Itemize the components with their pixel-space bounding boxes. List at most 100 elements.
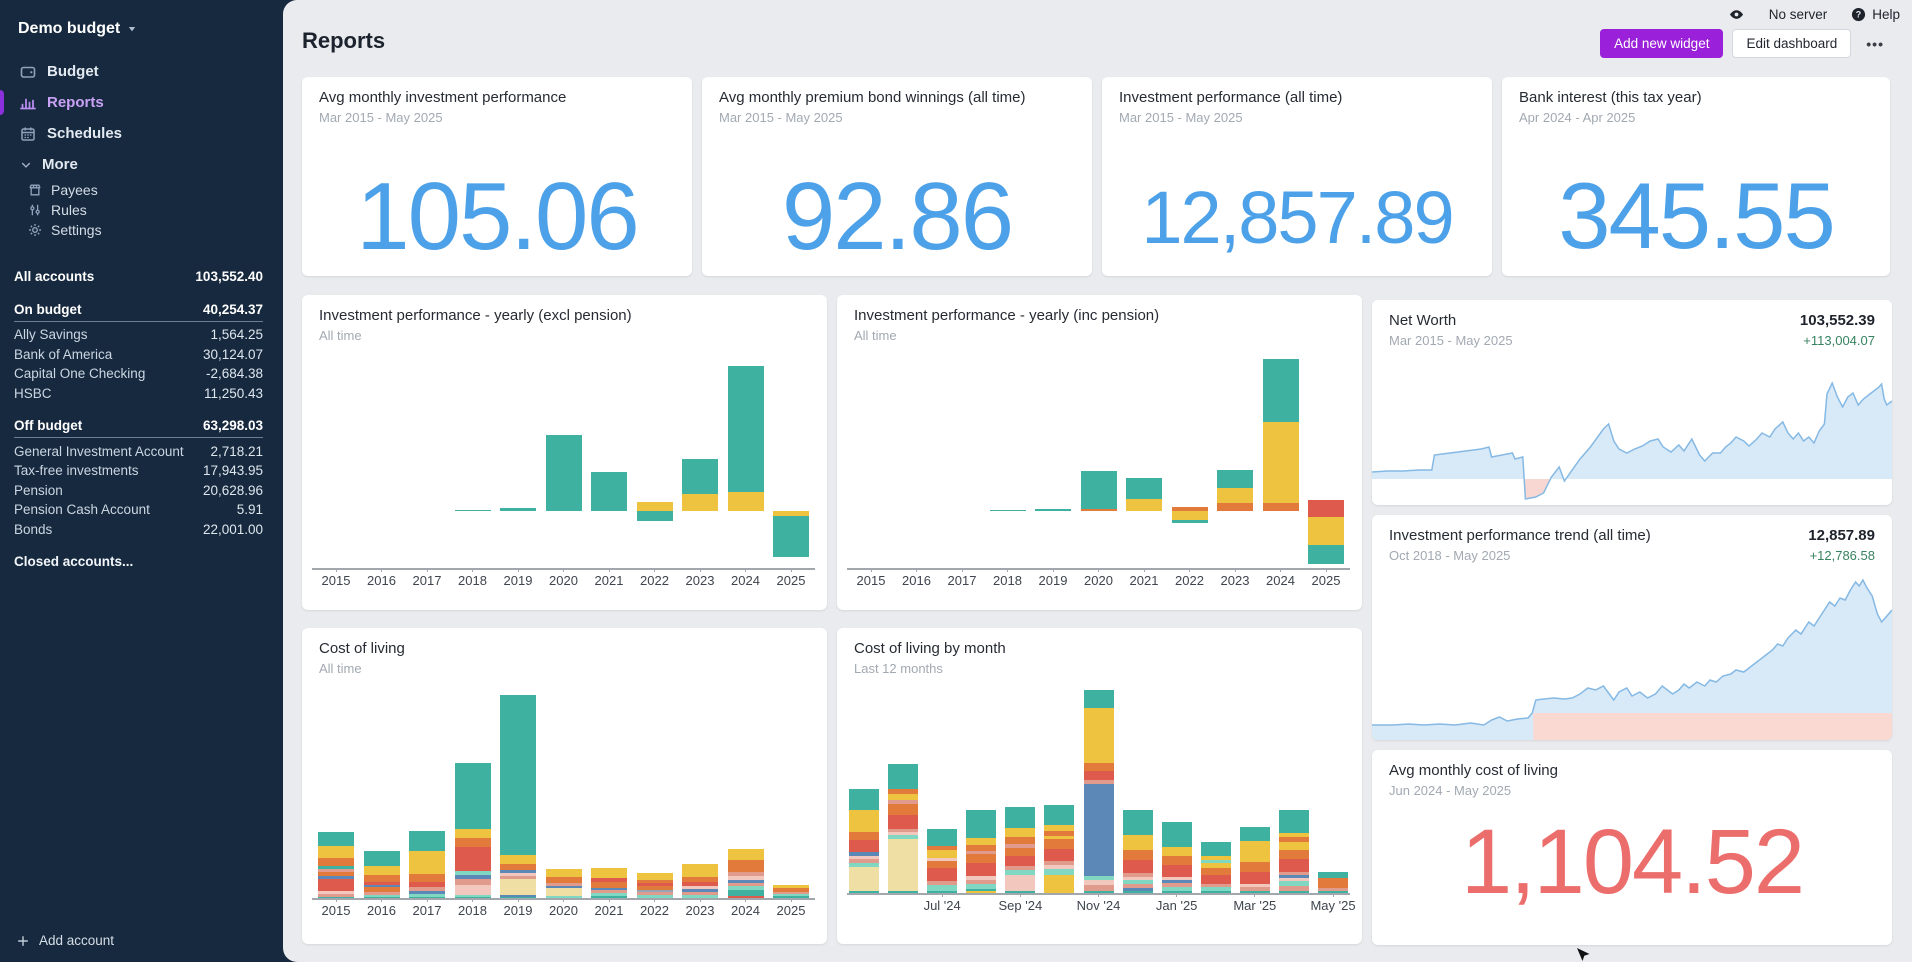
account-row-general-investment[interactable]: General Investment Account 2,718.21	[14, 443, 263, 459]
widget-avg-monthly-investment-performance[interactable]: Avg monthly investment performance Mar 2…	[302, 77, 692, 276]
bar-segment	[1083, 876, 1114, 880]
bar-segment	[773, 894, 809, 896]
bar-segment	[1239, 887, 1270, 891]
reports-icon	[20, 95, 36, 111]
widget-investment-performance-all-time[interactable]: Investment performance (all time) Mar 20…	[1102, 77, 1492, 276]
bar-segment	[1200, 842, 1231, 856]
account-row-pension-cash[interactable]: Pension Cash Account 5.91	[14, 502, 263, 518]
bar-segment	[966, 880, 997, 884]
bar-segment	[636, 873, 673, 880]
bar-segment	[773, 885, 809, 888]
axis-tick	[961, 568, 963, 572]
widget-cost-of-living[interactable]: Cost of living All time 2015 2016 2017 2018…	[302, 628, 827, 944]
account-row-hsbc[interactable]: HSBC 11,250.43	[14, 386, 263, 402]
account-row-ally-savings[interactable]: Ally Savings 1,564.25	[14, 327, 263, 343]
closed-accounts-link[interactable]: Closed accounts...	[14, 553, 134, 569]
widget-net-worth[interactable]: Net Worth Mar 2015 - May 2025 103,552.39…	[1372, 300, 1892, 505]
bar-segment	[500, 855, 536, 864]
bar-segment	[966, 889, 997, 891]
all-accounts-value: 103,552.40	[195, 269, 263, 284]
axis-tick	[941, 893, 943, 897]
widget-avg-monthly-premium-bond-winnings[interactable]: Avg monthly premium bond winnings (all t…	[702, 77, 1092, 276]
bar-segment	[1318, 891, 1348, 893]
sidebar-more-toggle[interactable]: More	[0, 149, 283, 180]
bar-segment	[888, 800, 919, 804]
bar-segment	[966, 876, 997, 880]
widget-investment-yearly-excl-pension[interactable]: Investment performance - yearly (excl pe…	[302, 295, 827, 610]
bar-segment	[500, 870, 536, 873]
edit-dashboard-button[interactable]: Edit dashboard	[1732, 29, 1852, 58]
help-button[interactable]: ? Help	[1851, 7, 1900, 22]
bar-segment	[927, 868, 958, 881]
bar-segment	[727, 876, 764, 880]
chevron-down-icon	[20, 159, 32, 171]
axis-label: 2020	[549, 903, 578, 918]
axis-label: 2025	[1311, 573, 1341, 588]
bar-segment	[682, 459, 718, 494]
widget-title: Net Worth	[1389, 312, 1457, 329]
widget-date-range: Apr 2024 - Apr 2025	[1519, 110, 1636, 125]
bar-segment	[1083, 763, 1114, 771]
bar-segment	[318, 897, 354, 898]
axis-label: 2015	[321, 573, 351, 588]
widget-cost-of-living-by-month[interactable]: Cost of living by month Last 12 months J…	[837, 628, 1362, 944]
bar-segment	[1005, 844, 1036, 848]
bar-segment	[727, 883, 764, 886]
bar-segment	[849, 810, 879, 832]
bar-segment	[773, 896, 809, 898]
account-row-pension[interactable]: Pension 20,628.96	[14, 482, 263, 498]
widget-investment-yearly-inc-pension[interactable]: Investment performance - yearly (inc pen…	[837, 295, 1362, 610]
bar-segment	[454, 847, 491, 871]
on-budget-row[interactable]: On budget 40,254.37	[14, 302, 263, 317]
bar-segment	[545, 896, 582, 898]
server-status[interactable]: No server	[1768, 7, 1828, 22]
sidebar-item-label: Rules	[51, 202, 87, 218]
bar-segment	[1239, 884, 1270, 887]
sidebar-item-budget[interactable]: Budget	[0, 56, 283, 87]
axis-tick	[563, 568, 564, 572]
axis-tick	[745, 898, 746, 902]
account-row-bank-of-america[interactable]: Bank of America 30,124.07	[14, 346, 263, 362]
widget-avg-monthly-cost-of-living[interactable]: Avg monthly cost of living Jun 2024 - Ma…	[1372, 750, 1892, 945]
bar-segment	[1200, 863, 1231, 868]
sidebar-item-schedules[interactable]: Schedules	[0, 118, 283, 149]
more-options-icon[interactable]: •••	[1866, 35, 1884, 52]
bar-segment	[454, 763, 491, 829]
all-accounts-row[interactable]: All accounts 103,552.40	[14, 269, 263, 284]
bar-segment	[1278, 878, 1309, 881]
bar-segment	[1083, 891, 1114, 893]
bar-segment	[1080, 509, 1117, 511]
sidebar-item-payees[interactable]: Payees	[0, 180, 283, 200]
sidebar-more-label: More	[42, 156, 78, 173]
sidebar-item-rules[interactable]: Rules	[0, 200, 283, 220]
add-account-button[interactable]: Add account	[0, 933, 283, 962]
bar-segment	[727, 872, 764, 876]
bar-segment	[1044, 869, 1075, 875]
bar-segment	[409, 851, 445, 874]
account-row-tax-free-investments[interactable]: Tax-free investments 17,943.95	[14, 463, 263, 479]
bar-segment	[454, 897, 491, 898]
bar-segment	[1161, 887, 1192, 891]
bar-segment	[1239, 841, 1270, 862]
bar-segment	[1083, 880, 1114, 885]
axis-label: 2024	[1266, 573, 1295, 588]
widget-investment-performance-trend[interactable]: Investment performance trend (all time) …	[1372, 515, 1892, 740]
bar-segment	[1200, 868, 1231, 875]
widget-bank-interest[interactable]: Bank interest (this tax year) Apr 2024 -…	[1502, 77, 1890, 276]
bar-segment	[888, 804, 919, 815]
account-row-capital-one-checking[interactable]: Capital One Checking -2,684.38	[14, 366, 263, 382]
add-new-widget-button[interactable]: Add new widget	[1600, 29, 1724, 58]
bar-segment	[1126, 478, 1162, 499]
bar-segment	[1083, 771, 1114, 780]
axis-label: 2015	[856, 573, 886, 588]
axis-label: 2018	[993, 573, 1022, 588]
privacy-toggle[interactable]	[1728, 7, 1745, 22]
bar-segment	[1278, 881, 1309, 886]
account-row-bonds[interactable]: Bonds 22,001.00	[14, 522, 263, 538]
off-budget-row[interactable]: Off budget 63,298.03	[14, 418, 263, 434]
bar-segment	[1239, 862, 1270, 872]
bar-segment	[409, 891, 445, 894]
sidebar-item-settings[interactable]: Settings	[0, 220, 283, 240]
budget-switcher[interactable]: Demo budget	[0, 16, 283, 42]
sidebar-item-reports[interactable]: Reports	[0, 87, 283, 118]
